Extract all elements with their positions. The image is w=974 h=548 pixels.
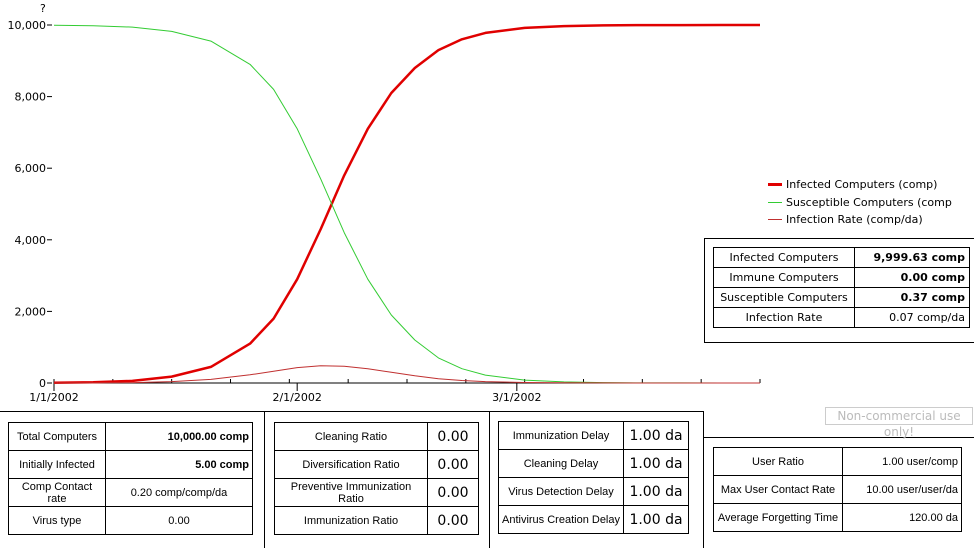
readout-row: Infected Computers 9,999.63 comp [713,247,970,268]
divider [703,437,974,438]
series-line-susceptible [53,24,760,384]
param-label: Antivirus Creation Delay [498,505,624,534]
readout-label: Infection Rate [713,307,855,328]
param-value[interactable]: 0.00 [427,478,479,507]
readout-row: Susceptible Computers 0.37 comp [713,287,970,308]
y-tick-label: 4,000 [15,234,47,247]
param-label: Virus Detection Delay [498,477,624,506]
param-value[interactable]: 1.00 user/comp [842,447,962,476]
legend-item-infected: Infected Computers (comp) [768,176,974,194]
param-value[interactable]: 10.00 user/user/da [842,475,962,504]
legend-item-susceptible: Susceptible Computers (comp [768,194,974,212]
readout-row: Infection Rate 0.07 comp/da [713,307,970,328]
param-label: Immunization Ratio [274,506,428,535]
divider [703,411,704,548]
x-tick-label: 3/1/2002 [492,391,541,404]
y-tick-label: 10,000 [8,19,47,32]
param-label: Immunization Delay [498,421,624,450]
readout-label: Immune Computers [713,267,855,288]
legend-swatch [768,201,782,203]
param-value[interactable]: 0.00 [427,422,479,451]
x-tick-label: 1/1/2002 [29,391,78,404]
simulation-chart: ? 0 2,000 4,000 6,000 8,000 10,000 1/1/2002 2/… [8,2,761,404]
legend-label: Susceptible Computers (comp [786,195,952,209]
readout-value: 0.37 comp [854,287,970,308]
param-label: Preventive Immunization Ratio [274,478,428,507]
param-value[interactable]: 10,000.00 comp [105,422,253,451]
readout-row: Immune Computers 0.00 comp [713,267,970,288]
param-label: Cleaning Delay [498,449,624,478]
readout-value: 0.00 comp [854,267,970,288]
legend-swatch [768,183,782,187]
x-tick-label: 2/1/2002 [272,391,321,404]
readout-label: Infected Computers [713,247,855,268]
y-tick-label: 2,000 [15,305,47,318]
chart-legend: Infected Computers (comp) Susceptible Co… [768,176,974,229]
readout-value: 9,999.63 comp [854,247,970,268]
param-label: Max User Contact Rate [713,475,843,504]
param-label: Initially Infected [8,450,106,479]
param-value[interactable]: 0.00 [427,506,479,535]
param-label: Average Forgetting Time [713,503,843,532]
param-value[interactable]: 1.00 da [623,477,689,506]
param-value[interactable]: 120.00 da [842,503,962,532]
value-readout-panel: Infected Computers 9,999.63 comp Immune … [704,238,974,343]
series-line-infection-rate [53,365,760,384]
divider [0,411,703,412]
param-label: Virus type [8,506,106,535]
y-tick-label: 8,000 [15,91,47,104]
param-value[interactable]: 5.00 comp [105,450,253,479]
legend-label: Infected Computers (comp) [786,178,938,192]
param-label: Diversification Ratio [274,450,428,479]
param-value[interactable]: 0.00 [427,450,479,479]
y-tick-label: 0 [39,377,46,390]
param-value[interactable]: 1.00 da [623,449,689,478]
divider [264,411,265,548]
readout-label: Susceptible Computers [713,287,855,308]
legend-swatch [768,219,782,221]
param-value[interactable]: 0.20 comp/comp/da [105,478,253,507]
legend-item-infection-rate: Infection Rate (comp/da) [768,211,974,229]
y-axis-marker: ? [40,2,46,15]
readout-value: 0.07 comp/da [854,307,970,328]
param-label: Cleaning Ratio [274,422,428,451]
watermark: Non-commercial use only! [825,407,973,439]
divider [489,411,490,548]
legend-label: Infection Rate (comp/da) [786,213,923,227]
param-value[interactable]: 1.00 da [623,505,689,534]
param-value[interactable]: 1.00 da [623,421,689,450]
series-line-infected [53,23,760,385]
param-label: Comp Contact rate [8,478,106,507]
param-label: Total Computers [8,422,106,451]
y-tick-label: 6,000 [15,162,47,175]
param-value[interactable]: 0.00 [105,506,253,535]
param-label: User Ratio [713,447,843,476]
